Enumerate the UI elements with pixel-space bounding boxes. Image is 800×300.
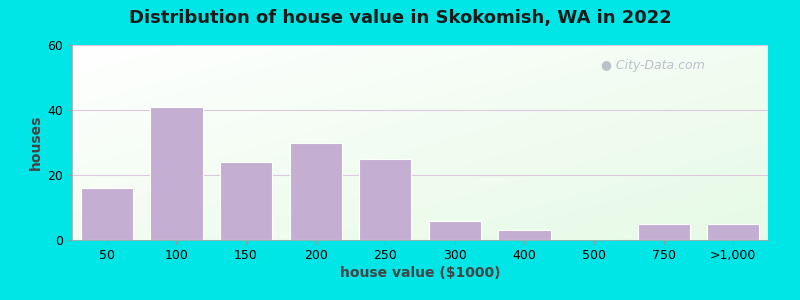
Y-axis label: houses: houses (29, 115, 43, 170)
Bar (707, 224, 759, 240)
X-axis label: house value ($1000): house value ($1000) (340, 266, 500, 280)
Bar (150, 107, 202, 240)
Bar (638, 224, 690, 240)
Bar (498, 230, 550, 240)
Bar (429, 220, 481, 240)
Bar (290, 142, 342, 240)
Bar (359, 159, 411, 240)
Bar (220, 162, 272, 240)
Text: Distribution of house value in Skokomish, WA in 2022: Distribution of house value in Skokomish… (129, 9, 671, 27)
Bar (81, 188, 133, 240)
Text: ● City-Data.com: ● City-Data.com (601, 58, 705, 72)
